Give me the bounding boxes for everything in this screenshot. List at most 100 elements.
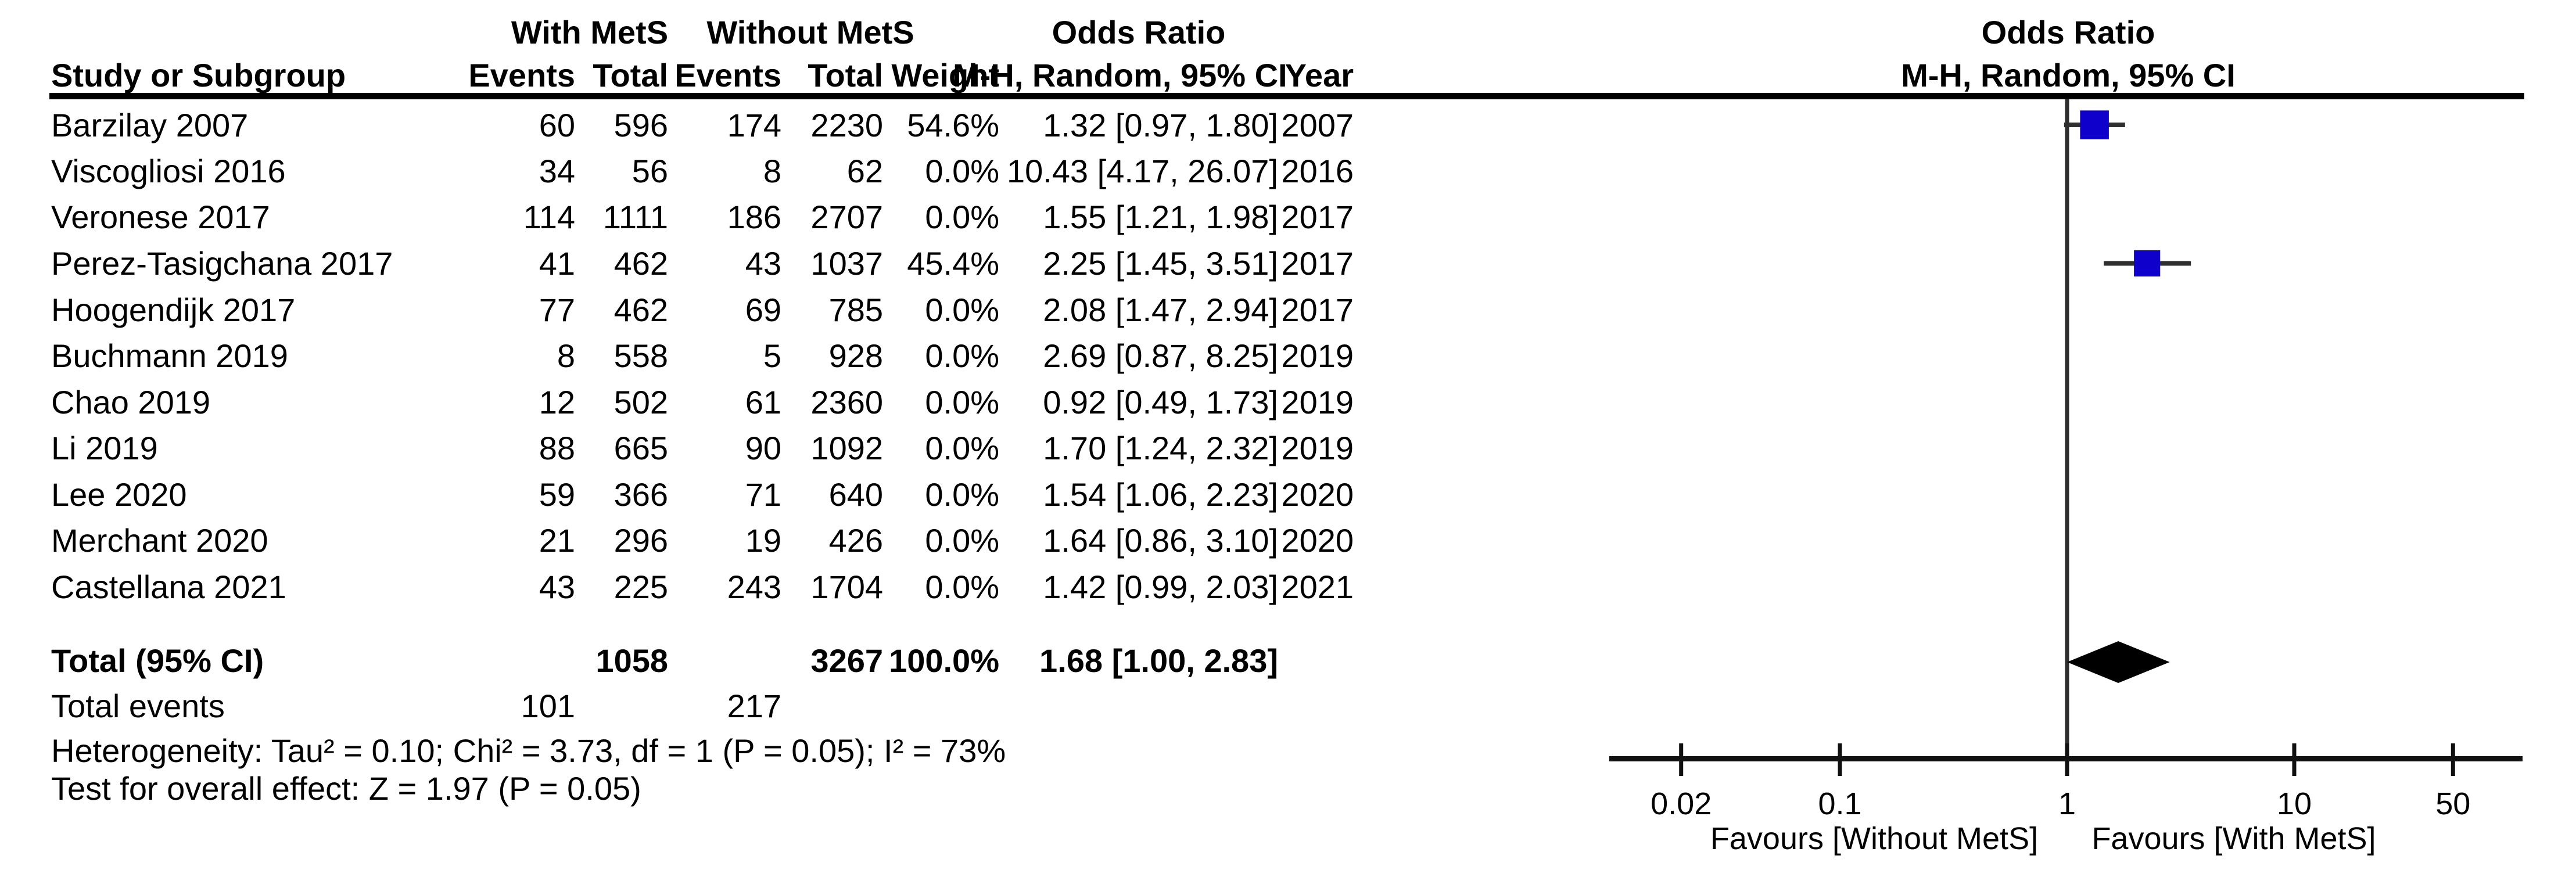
year-value: 2007	[1281, 107, 1354, 143]
heterogeneity-row: Heterogeneity: Tau² = 0.10; Chi² = 3.73,…	[0, 728, 2576, 774]
study-label: Chao 2019	[51, 384, 211, 420]
events-without-value: 243	[727, 569, 781, 605]
axis-tick-label: 0.02	[1651, 786, 1712, 821]
events-with-value: 12	[539, 384, 575, 420]
col-header-events-without: Events	[675, 57, 781, 94]
table-row: Veronese 2017 114 1111 186 2707 0.0% 1.5…	[0, 194, 2576, 240]
plot-title: Odds Ratio	[1981, 14, 2155, 51]
total-without-value: 426	[828, 522, 883, 559]
col-header-or-ci: M-H, Random, 95% CI	[953, 57, 1287, 94]
events-with-value: 34	[539, 153, 575, 189]
study-label: Buchmann 2019	[51, 337, 288, 374]
total-with-value: 296	[613, 522, 668, 559]
total-row: Total (95% CI) 1058 3267 100.0% 1.68 [1.…	[0, 638, 2576, 684]
axis-tick-label: 0.1	[1818, 786, 1861, 821]
events-with-value: 77	[539, 292, 575, 328]
table-row: Merchant 2020 21 296 19 426 0.0% 1.64 [0…	[0, 517, 2576, 564]
total-without-value: 640	[828, 476, 883, 513]
col-header-weight: Weight	[891, 57, 999, 94]
study-label: Barzilay 2007	[51, 107, 249, 143]
favours-right-label: Favours [With MetS]	[2091, 821, 2376, 856]
events-without-value: 174	[727, 107, 781, 143]
or-ci-value: 2.08 [1.47, 2.94]	[1043, 292, 1278, 328]
total-without-value: 2360	[810, 384, 883, 420]
header-row-columns: Study or Subgroup Events Total Events To…	[0, 52, 2576, 99]
total-with-value: 462	[613, 245, 668, 282]
total-label: Total (95% CI)	[51, 642, 264, 679]
study-or-square	[2134, 250, 2161, 277]
events-without-value: 71	[745, 476, 781, 513]
weight-value: 54.6%	[907, 107, 999, 143]
total-events-without: 217	[727, 688, 781, 724]
total-without-sum: 3267	[810, 642, 883, 679]
study-or-square	[2080, 110, 2109, 139]
year-value: 2021	[1281, 569, 1354, 605]
events-with-value: 8	[557, 337, 575, 374]
axis-tick-label: 10	[2277, 786, 2312, 821]
year-value: 2020	[1281, 522, 1354, 559]
study-label: Hoogendijk 2017	[51, 292, 296, 328]
or-ci-value: 1.70 [1.24, 2.32]	[1043, 430, 1278, 466]
table-row: Barzilay 2007 60 596 174 2230 54.6% 1.32…	[0, 102, 2576, 149]
events-without-value: 5	[763, 337, 781, 374]
total-without-value: 2707	[810, 199, 883, 235]
total-without-value: 1037	[810, 245, 883, 282]
year-value: 2019	[1281, 430, 1354, 466]
table-row: Li 2019 88 665 90 1092 0.0% 1.70 [1.24, …	[0, 425, 2576, 472]
table-row: Lee 2020 59 366 71 640 0.0% 1.54 [1.06, …	[0, 472, 2576, 518]
year-value: 2017	[1281, 199, 1354, 235]
total-without-value: 785	[828, 292, 883, 328]
year-value: 2020	[1281, 476, 1354, 513]
total-without-value: 2230	[810, 107, 883, 143]
weight-value: 0.0%	[925, 430, 999, 466]
plot-subtitle: M-H, Random, 95% CI	[1901, 57, 2236, 94]
year-value: 2016	[1281, 153, 1354, 189]
pooled-diamond	[2067, 641, 2170, 683]
study-label: Perez-Tasigchana 2017	[51, 245, 393, 282]
weight-value: 0.0%	[925, 153, 999, 189]
events-with-value: 59	[539, 476, 575, 513]
weight-value: 45.4%	[907, 245, 999, 282]
weight-value: 0.0%	[925, 292, 999, 328]
total-without-value: 928	[828, 337, 883, 374]
or-ci-value: 1.42 [0.99, 2.03]	[1043, 569, 1278, 605]
total-with-value: 558	[613, 337, 668, 374]
total-events-label: Total events	[51, 688, 225, 724]
total-events-with: 101	[521, 688, 575, 724]
total-events-row: Total events 101 217	[0, 683, 2576, 729]
study-label: Viscogliosi 2016	[51, 153, 286, 189]
table-row: Perez-Tasigchana 2017 41 462 43 1037 45.…	[0, 240, 2576, 287]
study-label: Lee 2020	[51, 476, 187, 513]
events-with-value: 41	[539, 245, 575, 282]
total-with-value: 596	[613, 107, 668, 143]
events-without-value: 186	[727, 199, 781, 235]
no-effect-line	[2065, 99, 2069, 761]
events-without-value: 8	[763, 153, 781, 189]
total-without-value: 62	[846, 153, 883, 189]
overall-effect-text: Test for overall effect: Z = 1.97 (P = 0…	[51, 770, 641, 807]
total-weight: 100.0%	[889, 642, 999, 679]
axis-tick	[2292, 743, 2297, 776]
total-without-value: 1704	[810, 569, 883, 605]
year-value: 2019	[1281, 384, 1354, 420]
study-label: Castellana 2021	[51, 569, 286, 605]
or-ci-value: 10.43 [4.17, 26.07]	[1006, 153, 1278, 189]
events-without-value: 19	[745, 522, 781, 559]
year-value: 2019	[1281, 337, 1354, 374]
events-without-value: 43	[745, 245, 781, 282]
year-value: 2017	[1281, 245, 1354, 282]
axis-tick	[2451, 743, 2455, 776]
axis-tick	[2065, 743, 2069, 776]
header-row-groups: With MetS Without MetS Odds Ratio Odds R…	[0, 9, 2576, 56]
weight-value: 0.0%	[925, 337, 999, 374]
col-header-events-with: Events	[468, 57, 575, 94]
total-with-value: 225	[613, 569, 668, 605]
events-with-value: 60	[539, 107, 575, 143]
study-label: Veronese 2017	[51, 199, 270, 235]
year-value: 2017	[1281, 292, 1354, 328]
table-row: Castellana 2021 43 225 243 1704 0.0% 1.4…	[0, 564, 2576, 610]
study-label: Li 2019	[51, 430, 158, 466]
or-ci-value: 2.25 [1.45, 3.51]	[1043, 245, 1278, 282]
table-row: Hoogendijk 2017 77 462 69 785 0.0% 2.08 …	[0, 287, 2576, 333]
col-group-without-mets: Without MetS	[706, 14, 914, 51]
